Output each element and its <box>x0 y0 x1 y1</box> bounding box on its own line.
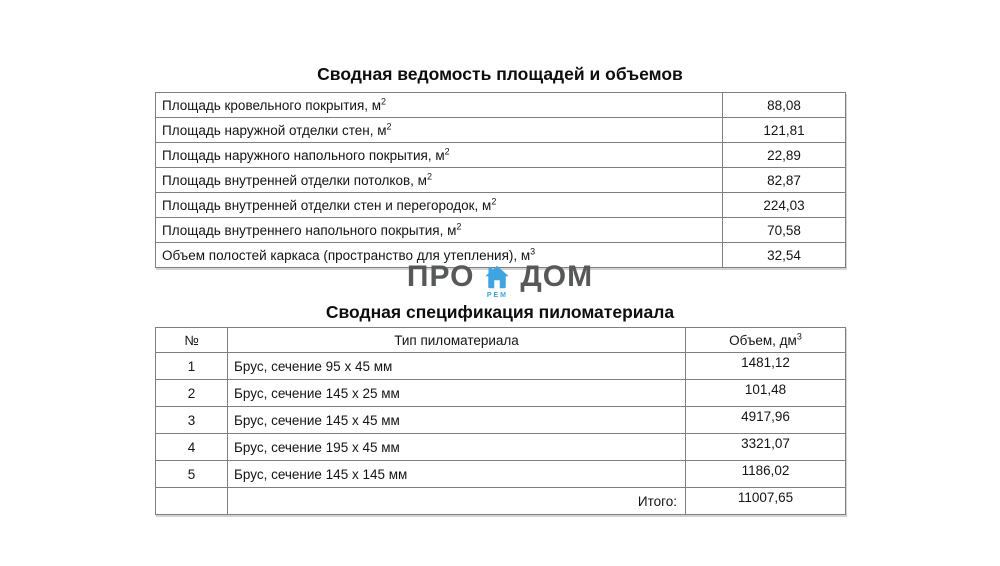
prodom-logo: ПРО РЕМ ДОМ <box>0 260 1000 300</box>
unit-superscript: 3 <box>796 331 802 341</box>
table-row: Площадь внутренней отделки потолков, м2 … <box>155 167 846 193</box>
table-row: Площадь внутреннего напольного покрытия,… <box>155 217 846 243</box>
table-row: Площадь наружной отделки стен, м2 121,81 <box>155 117 846 143</box>
house-icon <box>481 262 513 292</box>
row-label-text: Площадь внутренней отделки стен и перего… <box>162 197 492 213</box>
row-label: Объем полостей каркаса (пространство для… <box>155 242 723 268</box>
row-volume: 1186,02 <box>685 460 846 488</box>
header-type: Тип пиломатериала <box>227 327 686 353</box>
row-label-text: Площадь внутреннего напольного покрытия,… <box>162 222 457 238</box>
row-label: Площадь внутренней отделки потолков, м2 <box>155 167 723 193</box>
table-row: Площадь кровельного покрытия, м2 88,08 <box>155 92 846 118</box>
lumber-table: № Тип пиломатериала Объем, дм3 1 Брус, с… <box>155 327 846 515</box>
row-value: 224,03 <box>722 192 846 218</box>
total-empty-cell <box>155 487 228 515</box>
row-type: Брус, сечение 145 х 25 мм <box>227 379 686 407</box>
unit-superscript: 3 <box>530 246 536 256</box>
row-volume: 1481,12 <box>685 352 846 380</box>
row-label: Площадь внутренней отделки стен и перего… <box>155 192 723 218</box>
row-type: Брус, сечение 195 х 45 мм <box>227 433 686 461</box>
row-value: 22,89 <box>722 142 846 168</box>
header-volume-text: Объем, дм <box>729 332 797 348</box>
table-row: Объем полостей каркаса (пространство для… <box>155 242 846 268</box>
unit-superscript: 2 <box>386 121 392 131</box>
row-value: 121,81 <box>722 117 846 143</box>
row-value: 88,08 <box>722 92 846 118</box>
row-number: 2 <box>155 379 228 407</box>
row-value: 70,58 <box>722 217 846 243</box>
logo-text-dom: ДОМ <box>520 260 594 293</box>
row-volume: 101,48 <box>685 379 846 407</box>
unit-superscript: 2 <box>444 146 450 156</box>
table-total-row: Итого: 11007,65 <box>155 487 846 515</box>
unit-superscript: 2 <box>426 171 432 181</box>
row-value: 82,87 <box>722 167 846 193</box>
row-label: Площадь внутреннего напольного покрытия,… <box>155 217 723 243</box>
total-label: Итого: <box>227 487 686 515</box>
row-label-text: Объем полостей каркаса (пространство для… <box>162 247 531 263</box>
row-type: Брус, сечение 145 х 45 мм <box>227 406 686 434</box>
row-label-text: Площадь внутренней отделки потолков, м <box>162 172 427 188</box>
header-volume: Объем, дм3 <box>685 327 846 353</box>
row-number: 5 <box>155 460 228 488</box>
table-row: 5 Брус, сечение 145 х 145 мм 1186,02 <box>155 460 846 488</box>
row-label: Площадь наружного напольного покрытия, м… <box>155 142 723 168</box>
logo-text-rem: РЕМ <box>486 292 508 299</box>
table-row: 4 Брус, сечение 195 х 45 мм 3321,07 <box>155 433 846 461</box>
logo-house-block: РЕМ <box>481 261 513 299</box>
table-row: Площадь наружного напольного покрытия, м… <box>155 142 846 168</box>
row-value: 32,54 <box>722 242 846 268</box>
row-number: 4 <box>155 433 228 461</box>
unit-superscript: 2 <box>456 221 462 231</box>
total-value: 11007,65 <box>685 487 846 515</box>
row-label-text: Площадь наружного напольного покрытия, м <box>162 147 445 163</box>
row-label-text: Площадь наружной отделки стен, м <box>162 122 387 138</box>
row-label: Площадь кровельного покрытия, м2 <box>155 92 723 118</box>
lumber-table-title: Сводная спецификация пиломатериала <box>325 302 675 322</box>
row-type: Брус, сечение 95 х 45 мм <box>227 352 686 380</box>
logo-text-pro: ПРО <box>406 260 475 293</box>
row-number: 3 <box>155 406 228 434</box>
unit-superscript: 2 <box>381 96 387 106</box>
table-row: Площадь внутренней отделки стен и перего… <box>155 192 846 218</box>
unit-superscript: 2 <box>491 196 497 206</box>
table-header-row: № Тип пиломатериала Объем, дм3 <box>155 327 846 353</box>
row-volume: 3321,07 <box>685 433 846 461</box>
row-volume: 4917,96 <box>685 406 846 434</box>
header-num: № <box>155 327 228 353</box>
row-label: Площадь наружной отделки стен, м2 <box>155 117 723 143</box>
table-row: 1 Брус, сечение 95 х 45 мм 1481,12 <box>155 352 846 380</box>
table-row: 3 Брус, сечение 145 х 45 мм 4917,96 <box>155 406 846 434</box>
row-number: 1 <box>155 352 228 380</box>
table-row: 2 Брус, сечение 145 х 25 мм 101,48 <box>155 379 846 407</box>
summary-table-title: Сводная ведомость площадей и объемов <box>317 64 683 84</box>
row-type: Брус, сечение 145 х 145 мм <box>227 460 686 488</box>
summary-table: Площадь кровельного покрытия, м2 88,08 П… <box>155 92 846 268</box>
row-label-text: Площадь кровельного покрытия, м <box>162 97 382 113</box>
